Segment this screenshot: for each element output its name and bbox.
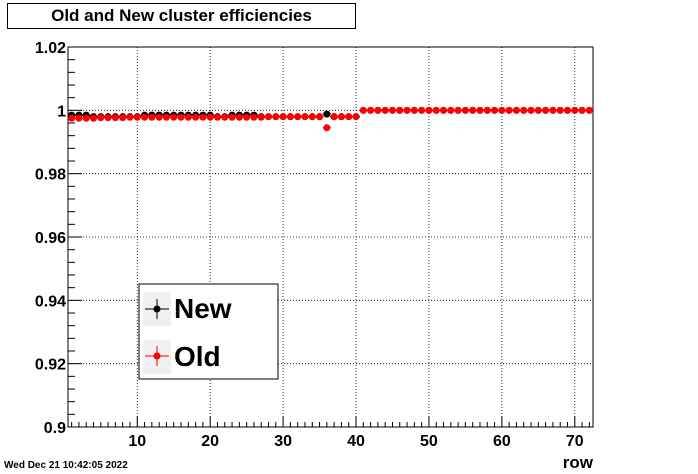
data-point-old (527, 106, 535, 114)
data-point-old (308, 113, 316, 121)
data-point-old (213, 113, 221, 121)
data-point-old (563, 106, 571, 114)
data-point-old (520, 106, 528, 114)
legend-label-new: New (174, 293, 232, 324)
data-point-old (170, 113, 178, 121)
data-point-old (410, 106, 418, 114)
y-tick-label: 1 (57, 103, 66, 120)
data-point-old (250, 113, 258, 121)
legend-label-old: Old (174, 341, 221, 372)
data-point-old (403, 106, 411, 114)
data-point-old (374, 106, 382, 114)
data-point-old (505, 106, 513, 114)
data-point-old (243, 113, 251, 121)
data-point-old (162, 113, 170, 121)
y-tick-label: 0.96 (35, 230, 66, 247)
data-point-old (476, 106, 484, 114)
data-point-old (82, 114, 90, 122)
data-point-old (585, 106, 593, 114)
data-point-old (578, 106, 586, 114)
data-point-old (534, 106, 542, 114)
data-point-old (461, 106, 469, 114)
data-point-old (498, 106, 506, 114)
data-point-old (221, 113, 229, 121)
data-point-old (279, 113, 287, 121)
data-point-old (126, 113, 134, 121)
data-point-old (177, 113, 185, 121)
data-point-new (323, 110, 331, 118)
data-point-old (141, 113, 149, 121)
data-point-old (133, 113, 141, 121)
x-tick-label: 10 (128, 433, 146, 450)
data-point-old (359, 106, 367, 114)
data-point-old (396, 106, 404, 114)
data-point-old (235, 113, 243, 121)
legend-marker-old (153, 352, 161, 360)
legend-marker-new (153, 305, 161, 313)
data-point-old (381, 106, 389, 114)
y-tick-label: 1.02 (35, 40, 66, 57)
data-point-old (104, 114, 112, 122)
data-point-old (68, 114, 76, 122)
data-point-old (90, 114, 98, 122)
data-points (67, 106, 594, 132)
y-tick-label: 0.98 (35, 167, 66, 184)
data-point-old (352, 113, 360, 121)
data-point-old (388, 106, 396, 114)
data-point-old (367, 106, 375, 114)
data-point-old (316, 113, 324, 121)
y-tick-label: 0.9 (44, 420, 66, 437)
data-point-old (265, 113, 273, 121)
data-point-old (228, 113, 236, 121)
data-point-old (469, 106, 477, 114)
data-point-old (119, 114, 127, 122)
data-point-old (294, 113, 302, 121)
x-tick-label: 20 (201, 433, 219, 450)
data-point-old (272, 113, 280, 121)
data-point-old (425, 106, 433, 114)
y-tick-label: 0.94 (35, 293, 66, 310)
data-point-old (512, 106, 520, 114)
legend: New Old (138, 283, 279, 380)
data-point-old (542, 106, 550, 114)
data-point-old (330, 113, 338, 121)
data-point-old (184, 113, 192, 121)
data-point-old (111, 114, 119, 122)
x-tick-label: 50 (420, 433, 438, 450)
x-tick-label: 60 (493, 433, 511, 450)
data-point-old (491, 106, 499, 114)
chart-title: Old and New cluster efficiencies (7, 3, 356, 29)
x-tick-label: 70 (566, 433, 584, 450)
data-point-old (286, 113, 294, 121)
data-point-old (440, 106, 448, 114)
data-point-old (556, 106, 564, 114)
x-axis-label: row (563, 453, 594, 472)
data-point-old (345, 113, 353, 121)
data-point-old (97, 114, 105, 122)
data-point-old (257, 113, 265, 121)
x-tick-label: 30 (274, 433, 292, 450)
axis-ticks: 10 20 30 40 50 60 70 0.9 0.92 0.94 0.96 0.98 1 1.02 (35, 40, 590, 450)
data-point-old (454, 106, 462, 114)
data-point-old (148, 113, 156, 121)
data-point-old (571, 106, 579, 114)
data-point-old (75, 114, 83, 122)
data-point-old (432, 106, 440, 114)
data-point-old (323, 124, 331, 132)
y-tick-label: 0.92 (35, 357, 66, 374)
series-old (67, 106, 594, 132)
data-point-old (301, 113, 309, 121)
data-point-old (206, 113, 214, 121)
data-point-old (549, 106, 557, 114)
data-point-old (199, 113, 207, 121)
data-point-old (418, 106, 426, 114)
data-point-old (337, 113, 345, 121)
data-point-old (483, 106, 491, 114)
timestamp-footer: Wed Dec 21 10:42:05 2022 (4, 460, 128, 471)
data-point-old (155, 113, 163, 121)
x-tick-label: 40 (347, 433, 365, 450)
data-point-old (192, 113, 200, 121)
data-point-old (447, 106, 455, 114)
